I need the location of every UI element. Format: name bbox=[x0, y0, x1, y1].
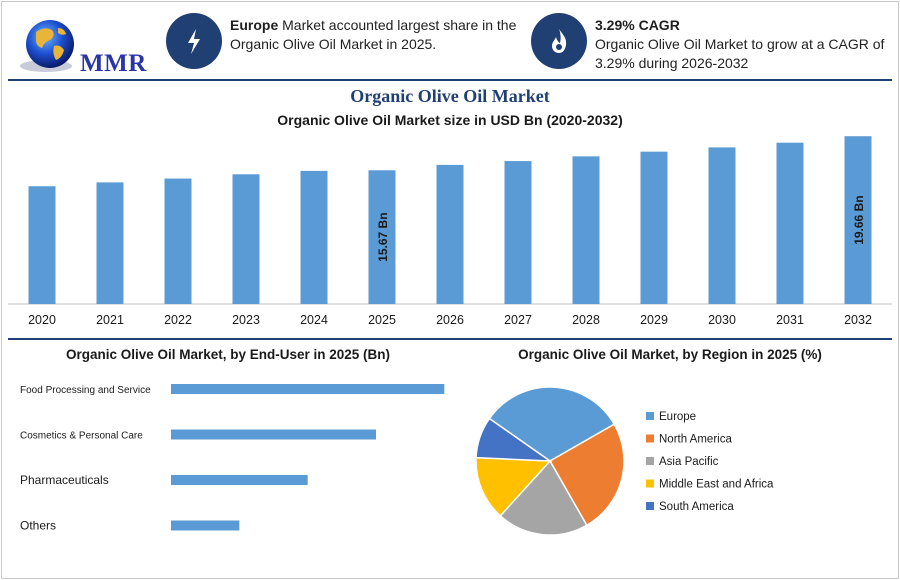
bar-2028 bbox=[572, 156, 600, 304]
pie-slice-Europe bbox=[488, 386, 616, 462]
bar-2027 bbox=[504, 161, 532, 304]
header-divider bbox=[8, 79, 892, 81]
x-tick-label: 2026 bbox=[436, 313, 464, 327]
x-tick-label: 2022 bbox=[164, 313, 192, 327]
x-tick-label: 2032 bbox=[844, 313, 872, 327]
category-label: Cosmetics & Personal Care bbox=[20, 431, 143, 442]
cagr-text: 3.29% CAGR Organic Olive Oil Market to gr… bbox=[595, 17, 885, 71]
legend-label: North America bbox=[659, 434, 732, 446]
bar-2025 bbox=[368, 170, 396, 304]
region-chart-title: Organic Olive Oil Market, by Region in 2… bbox=[518, 347, 822, 362]
end-user-chart-title: Organic Olive Oil Market, by End-User in… bbox=[66, 347, 390, 362]
logo-text: MMR bbox=[80, 50, 147, 77]
legend-label: Europe bbox=[659, 411, 696, 423]
bar-2021 bbox=[96, 182, 124, 304]
legend-swatch bbox=[646, 434, 654, 443]
bar-2032 bbox=[844, 136, 872, 304]
pie-slice-Middle East and Africa bbox=[475, 456, 552, 517]
mmr-logo: MMR bbox=[18, 16, 146, 78]
bar-Cosmetics & Personal Care bbox=[171, 429, 376, 440]
x-tick-label: 2021 bbox=[96, 313, 124, 327]
data-label: 19.66 Bn bbox=[852, 195, 866, 244]
x-tick-label: 2030 bbox=[708, 313, 736, 327]
pie-slice-South America bbox=[475, 417, 553, 462]
bar-2030 bbox=[708, 147, 736, 304]
legend-swatch bbox=[646, 412, 654, 420]
bar-2026 bbox=[436, 164, 464, 304]
legend-label: South America bbox=[659, 501, 734, 513]
bar-2022 bbox=[164, 178, 192, 304]
legend-label: Middle East and Africa bbox=[659, 479, 774, 491]
category-label: Others bbox=[20, 519, 56, 533]
pie-slice-Asia Pacific bbox=[499, 459, 588, 536]
cagr-callout: 3.29% CAGR Organic Olive Oil Market to gr… bbox=[531, 13, 896, 73]
legend-swatch bbox=[646, 457, 654, 465]
bar-2020 bbox=[28, 186, 56, 304]
bar-2023 bbox=[232, 174, 260, 304]
category-label: Pharmaceuticals bbox=[20, 473, 109, 487]
x-tick-label: 2020 bbox=[28, 313, 56, 327]
x-tick-label: 2023 bbox=[232, 313, 260, 327]
lightning-icon bbox=[166, 13, 222, 69]
bar-2024 bbox=[300, 170, 328, 304]
x-tick-label: 2027 bbox=[504, 313, 532, 327]
x-tick-label: 2031 bbox=[776, 313, 804, 327]
region-pie-chart: Organic Olive Oil Market, by Region in 2… bbox=[475, 347, 822, 536]
page-title: Organic Olive Oil Market bbox=[350, 86, 550, 106]
end-user-bar-chart: Organic Olive Oil Market, by End-User in… bbox=[20, 347, 445, 533]
x-tick-label: 2029 bbox=[640, 313, 668, 327]
bar-Pharmaceuticals bbox=[171, 475, 308, 485]
x-tick-label: 2025 bbox=[368, 313, 396, 327]
legend-swatch bbox=[646, 479, 654, 488]
bar-2029 bbox=[640, 151, 668, 304]
pie-slice-North America bbox=[548, 423, 625, 527]
bar-Others bbox=[171, 520, 240, 531]
europe-share-text: Europe Market accounted largest share in… bbox=[230, 17, 517, 52]
europe-share-callout: Europe Market accounted largest share in… bbox=[166, 13, 526, 73]
data-label: 15.67 Bn bbox=[376, 212, 390, 261]
legend-swatch bbox=[646, 502, 654, 510]
x-tick-label: 2024 bbox=[300, 313, 328, 327]
category-label: Food Processing and Service bbox=[20, 385, 151, 396]
globe-icon bbox=[20, 20, 74, 72]
bar-chart-title: Organic Olive Oil Market size in USD Bn … bbox=[277, 112, 623, 128]
section-divider bbox=[8, 338, 892, 340]
market-size-bar-chart: 2020 2021 2022 2023 2024 2025 15.67 Bn 2026 2027… bbox=[8, 136, 892, 327]
flame-icon bbox=[531, 13, 587, 69]
legend-label: Asia Pacific bbox=[659, 456, 719, 468]
x-tick-label: 2028 bbox=[572, 313, 600, 327]
bar-2031 bbox=[776, 142, 804, 304]
bar-Food Processing and Service bbox=[171, 384, 445, 394]
